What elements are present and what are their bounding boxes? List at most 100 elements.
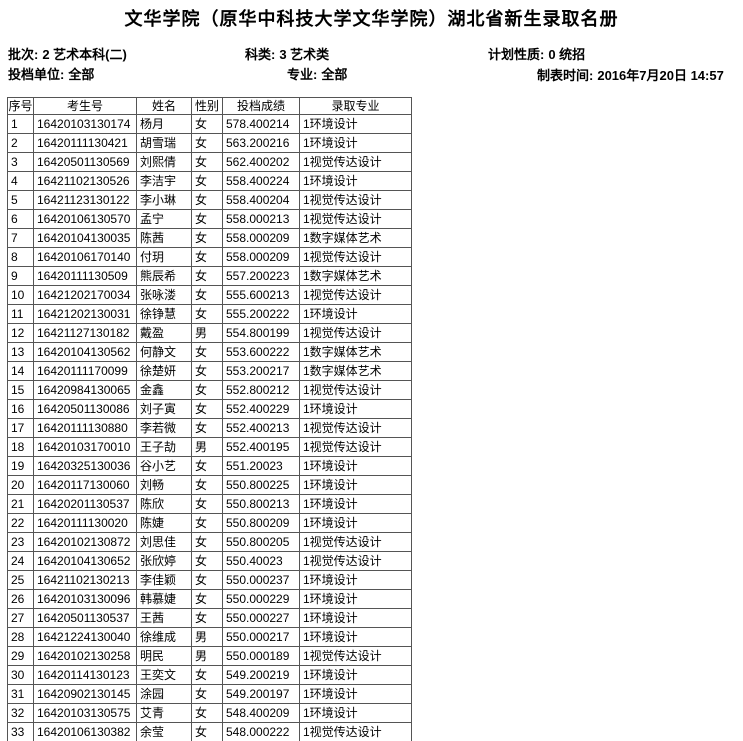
table-cell-seq: 18 [7,437,34,457]
table-cell-name: 徐楚妍 [136,361,192,381]
table-row: 23 16420102130872 刘思佳女 550.800205 1视觉传达设计 [7,532,412,552]
table-cell-name: 刘畅 [136,475,192,495]
table-cell-major: 1视觉传达设计 [299,437,412,457]
table-row: 3 16420501130569 刘熙倩女 562.400202 1视觉传达设计 [7,152,412,172]
table-row: 12 16421127130182 戴盈男 554.800199 1视觉传达设计 [7,323,412,343]
table-cell-seq: 6 [7,209,34,229]
table-cell-name: 付玥 [136,247,192,267]
table-cell-gender: 女 [191,532,223,552]
table-cell-score: 558.000209 [222,247,300,267]
table-cell-gender: 女 [191,475,223,495]
table-cell-seq: 15 [7,380,34,400]
table-cell-major: 1数字媒体艺术 [299,228,412,248]
table-cell-gender: 女 [191,209,223,229]
table-cell-gender: 女 [191,684,223,704]
table-row: 25 16421102130213 李佳颖女 550.000237 1环境设计 [7,570,412,590]
table-cell-candidate-no: 16421123130122 [33,190,137,210]
table-cell-name: 杨月 [136,114,192,134]
table-cell-seq: 3 [7,152,34,172]
table-row: 16 16420501130086 刘子寅女 552.400229 1环境设计 [7,399,412,419]
meta-file-unit: 投档单位: 全部 [8,64,94,83]
table-cell-score: 558.000209 [222,228,300,248]
table-cell-candidate-no: 16420325130036 [33,456,137,476]
table-row: 29 16420102130258 明民男 550.000189 1视觉传达设计 [7,646,412,666]
table-cell-score: 555.200222 [222,304,300,324]
table-cell-gender: 女 [191,152,223,172]
table-cell-gender: 女 [191,247,223,267]
table-cell-seq: 24 [7,551,34,571]
table-row: 24 16420104130652 张欣婷女 550.40023 1视觉传达设计 [7,551,412,571]
table-header-gender: 性别 [191,97,223,115]
table-cell-name: 戴盈 [136,323,192,343]
table-row: 10 16421202170034 张咏溇女 555.600213 1视觉传达设计 [7,285,412,305]
table-cell-gender: 男 [191,323,223,343]
table-cell-score: 562.400202 [222,152,300,172]
table-cell-candidate-no: 16420201130537 [33,494,137,514]
table-cell-major: 1环境设计 [299,114,412,134]
table-row: 4 16421102130526 李洁宇女 558.400224 1环境设计 [7,171,412,191]
table-cell-score: 550.800225 [222,475,300,495]
table-cell-seq: 5 [7,190,34,210]
table-body: 1 16420103130174 杨月女 578.400214 1环境设计 2 164201… [7,114,412,741]
table-cell-major: 1环境设计 [299,399,412,419]
table-header-seq: 序号 [7,97,34,115]
table-cell-score: 558.000213 [222,209,300,229]
table-cell-major: 1视觉传达设计 [299,646,412,666]
table-cell-candidate-no: 16420103130096 [33,589,137,609]
table-cell-score: 549.200197 [222,684,300,704]
table-cell-candidate-no: 16420117130060 [33,475,137,495]
table-row: 28 16421224130040 徐维成男 550.000217 1环境设计 [7,627,412,647]
table-row: 6 16420106130570 孟宁女 558.000213 1视觉传达设计 [7,209,412,229]
table-cell-candidate-no: 16420106130570 [33,209,137,229]
table-row: 22 16420111130020 陈婕女 550.800209 1环境设计 [7,513,412,533]
table-cell-name: 王茜 [136,608,192,628]
table-cell-name: 韩慕婕 [136,589,192,609]
table-cell-candidate-no: 16420106170140 [33,247,137,267]
table-cell-seq: 4 [7,171,34,191]
table-cell-name: 金鑫 [136,380,192,400]
table-cell-candidate-no: 16421202170034 [33,285,137,305]
meta-batch: 批次: 2 艺术本科(二) [8,44,127,63]
table-cell-name: 何静文 [136,342,192,362]
table-cell-seq: 27 [7,608,34,628]
table-cell-candidate-no: 16420103130174 [33,114,137,134]
table-cell-score: 555.600213 [222,285,300,305]
table-cell-major: 1环境设计 [299,570,412,590]
table-cell-major: 1环境设计 [299,171,412,191]
table-cell-candidate-no: 16420104130652 [33,551,137,571]
table-row: 2 16420111130421 胡雪瑞女 563.200216 1环境设计 [7,133,412,153]
table-cell-score: 558.400204 [222,190,300,210]
table-cell-major: 1环境设计 [299,304,412,324]
table-cell-candidate-no: 16421102130213 [33,570,137,590]
table-cell-name: 王奕文 [136,665,192,685]
table-cell-gender: 女 [191,171,223,191]
meta-file-unit-label: 投档单位: [8,67,65,82]
table-cell-candidate-no: 16420111170099 [33,361,137,381]
table-cell-candidate-no: 16421102130526 [33,171,137,191]
table-row: 26 16420103130096 韩慕婕女 550.000229 1环境设计 [7,589,412,609]
table-cell-candidate-no: 16420111130880 [33,418,137,438]
table-row: 33 16420106130382 余莹女 548.000222 1视觉传达设计 [7,722,412,741]
table-cell-score: 552.400213 [222,418,300,438]
table-cell-gender: 女 [191,551,223,571]
table-cell-gender: 女 [191,703,223,723]
meta-major-value: 全部 [321,67,348,82]
table-cell-major: 1视觉传达设计 [299,190,412,210]
table-cell-seq: 21 [7,494,34,514]
table-cell-major: 1环境设计 [299,456,412,476]
table-cell-major: 1环境设计 [299,494,412,514]
table-cell-name: 徐铮慧 [136,304,192,324]
table-cell-candidate-no: 16420501130086 [33,399,137,419]
table-cell-candidate-no: 16420984130065 [33,380,137,400]
table-cell-major: 1环境设计 [299,475,412,495]
table-cell-score: 550.40023 [222,551,300,571]
table-cell-major: 1环境设计 [299,589,412,609]
meta-file-unit-value: 全部 [68,67,95,82]
table-row: 18 16420103170010 王子劼男 552.400195 1视觉传达设计 [7,437,412,457]
table-cell-candidate-no: 16420114130123 [33,665,137,685]
table-row: 32 16420103130575 艾青女 548.400209 1环境设计 [7,703,412,723]
table-row: 31 16420902130145 涂园女 549.200197 1环境设计 [7,684,412,704]
table-header-name: 姓名 [136,97,192,115]
table-row: 17 16420111130880 李若微女 552.400213 1视觉传达设计 [7,418,412,438]
